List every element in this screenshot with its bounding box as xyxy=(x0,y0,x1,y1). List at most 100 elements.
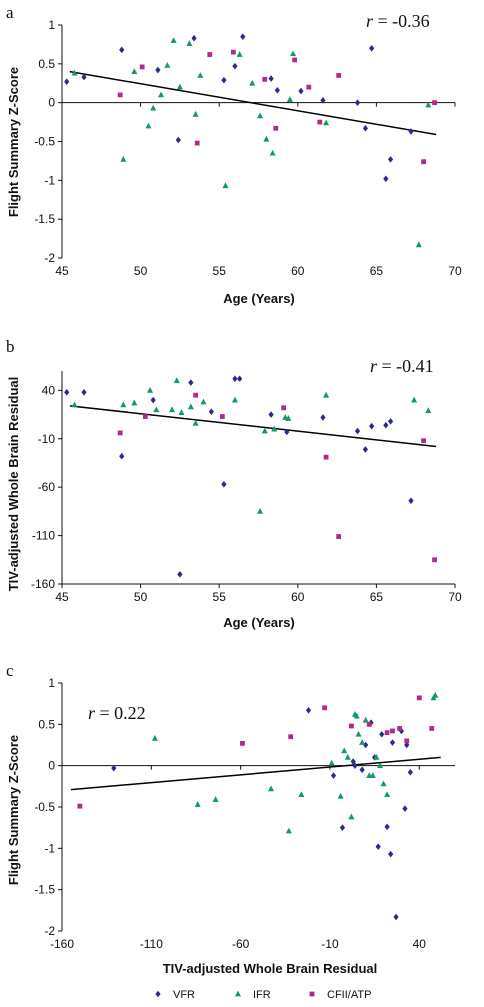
square-marker xyxy=(322,705,327,711)
x-axis-title: TIV-adjusted Whole Brain Residual xyxy=(163,961,378,976)
triangle-marker xyxy=(323,119,330,126)
y-tick-label: -2 xyxy=(44,251,55,265)
square-marker xyxy=(194,140,200,146)
diamond-marker xyxy=(268,75,274,82)
diamond-marker xyxy=(408,497,414,505)
y-tick-label: -160 xyxy=(31,577,55,591)
triangle-marker xyxy=(187,403,194,410)
triangle-marker xyxy=(120,401,127,408)
triangle-marker xyxy=(369,772,376,778)
triangle-marker xyxy=(261,427,268,434)
diamond-marker xyxy=(359,766,365,774)
diamond-marker xyxy=(119,452,125,460)
square-marker xyxy=(262,76,268,82)
square-marker xyxy=(230,49,236,55)
y-tick-label: -2 xyxy=(44,924,55,938)
triangle-marker xyxy=(145,122,152,129)
triangle-marker xyxy=(236,51,243,57)
correlation-label: r = 0.22 xyxy=(88,703,146,723)
diamond-marker xyxy=(402,805,408,812)
square-marker xyxy=(219,414,225,419)
triangle-marker xyxy=(384,791,391,797)
diamond-marker xyxy=(274,86,280,94)
y-axis-title: TIV-adjusted Whole Brain Residual xyxy=(6,377,21,592)
diamond-marker xyxy=(339,824,346,831)
x-tick-label: 65 xyxy=(370,590,384,604)
diamond-marker xyxy=(188,379,194,386)
diamond-marker xyxy=(232,62,238,70)
triangle-marker xyxy=(286,96,293,102)
diamond-marker xyxy=(408,128,414,135)
triangle-marker xyxy=(231,396,238,403)
diamond-marker xyxy=(284,428,290,436)
diamond-marker xyxy=(320,97,326,104)
diamond-marker xyxy=(383,421,389,429)
triangle-marker xyxy=(173,377,180,384)
x-tick-label: 65 xyxy=(370,264,384,278)
square-marker xyxy=(317,119,323,125)
diamond-marker xyxy=(81,73,87,81)
diamond-marker xyxy=(177,571,183,578)
diamond-marker xyxy=(81,389,87,396)
y-tick-label: -0.5 xyxy=(34,135,55,149)
square-marker xyxy=(384,730,390,735)
x-tick-label: 70 xyxy=(448,264,462,278)
x-axis-title: Age (Years) xyxy=(223,291,295,306)
diamond-marker xyxy=(389,739,396,746)
triangle-marker xyxy=(158,91,165,98)
triangle-marker xyxy=(323,391,330,398)
diamond-marker xyxy=(268,411,274,418)
diamond-marker xyxy=(240,33,246,40)
diamond-marker xyxy=(221,76,227,84)
y-tick-label: -1.5 xyxy=(34,212,55,226)
triangle-marker xyxy=(153,406,160,413)
triangle-marker xyxy=(337,792,344,799)
diamond-marker xyxy=(298,87,304,95)
y-tick-label: -1 xyxy=(44,173,55,187)
diamond-marker xyxy=(221,480,227,488)
triangle-marker xyxy=(257,112,264,119)
diamond-marker xyxy=(175,136,181,144)
triangle-marker xyxy=(249,79,256,86)
square-marker xyxy=(432,557,437,563)
diamond-marker xyxy=(362,124,368,132)
x-tick-label: 60 xyxy=(291,264,305,278)
square-marker xyxy=(323,454,329,460)
correlation-symbol: r xyxy=(366,11,374,31)
diamond-marker xyxy=(384,823,390,831)
triangle-marker xyxy=(131,399,138,406)
square-marker xyxy=(421,159,426,165)
trend-line xyxy=(70,756,441,791)
trend-line xyxy=(69,70,437,136)
x-tick-label: -10 xyxy=(321,937,339,951)
triangle-marker xyxy=(131,68,138,74)
triangle-marker xyxy=(348,813,355,820)
square-marker xyxy=(432,100,437,106)
triangle-marker xyxy=(298,791,305,797)
square-marker xyxy=(117,430,123,436)
legend-label: CFII/ATP xyxy=(327,989,371,1001)
y-tick-label: -10 xyxy=(38,432,56,446)
x-tick-label: 50 xyxy=(134,264,148,278)
triangle-marker xyxy=(178,409,185,416)
correlation-label: r = -0.41 xyxy=(370,356,434,376)
diamond-marker xyxy=(387,156,394,163)
diamond-marker xyxy=(64,389,70,396)
diamond-marker xyxy=(369,45,375,52)
triangle-marker xyxy=(328,759,335,766)
diamond-marker xyxy=(119,46,125,54)
correlation-value: = -0.41 xyxy=(377,356,434,376)
diamond-marker xyxy=(155,66,161,74)
square-marker xyxy=(117,92,123,98)
triangle-marker xyxy=(290,50,297,57)
panel-letter: a xyxy=(6,3,14,22)
triangle-marker xyxy=(285,415,292,421)
x-tick-label: -110 xyxy=(140,937,163,951)
diamond-marker xyxy=(111,764,117,772)
triangle-marker xyxy=(425,407,432,414)
square-marker xyxy=(390,728,395,734)
triangle-marker xyxy=(344,754,351,760)
correlation-label: r = -0.36 xyxy=(366,11,430,31)
diamond-marker xyxy=(354,427,361,435)
